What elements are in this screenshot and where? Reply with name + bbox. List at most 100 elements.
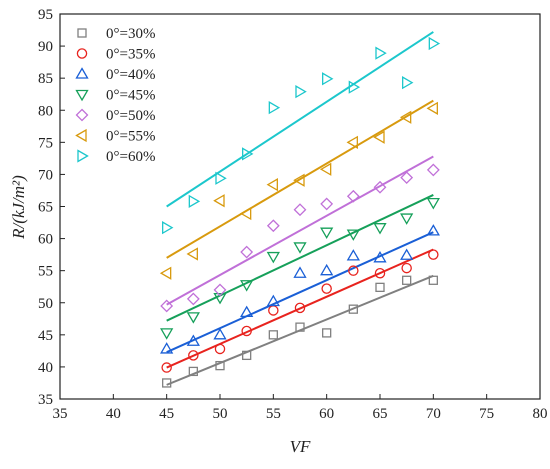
- fit-line: [166, 155, 434, 306]
- data-point: [160, 342, 174, 354]
- data-point: [161, 362, 172, 373]
- legend-marker: [75, 128, 87, 143]
- x-tick-label: 75: [479, 406, 494, 422]
- data-point: [373, 180, 387, 194]
- y-tick-label: 90: [38, 39, 53, 55]
- y-tick-label: 70: [38, 167, 53, 183]
- data-point: [400, 213, 414, 225]
- data-point: [215, 360, 225, 371]
- legend-label: 0°=40%: [106, 67, 155, 83]
- data-point: [320, 197, 334, 211]
- data-point: [348, 265, 359, 276]
- data-point: [428, 275, 438, 285]
- data-point: [239, 206, 252, 221]
- x-tick-label: 80: [533, 406, 548, 422]
- legend-label: 0°=35%: [106, 47, 155, 63]
- data-point: [188, 194, 201, 208]
- data-point: [322, 328, 332, 338]
- data-point: [162, 221, 174, 235]
- fit-line: [166, 194, 434, 322]
- data-point: [322, 72, 334, 86]
- y-tick-label: 75: [38, 135, 53, 151]
- y-tick-label: 50: [38, 296, 53, 312]
- y-tick-label: 35: [38, 392, 53, 408]
- data-point: [293, 242, 307, 254]
- x-axis-title: VF: [290, 437, 311, 456]
- legend: 0°=30% 0°=35% 0°=40% 0°=45% 0°=50% 0°=55% 0°=6…: [75, 26, 155, 165]
- data-point: [240, 305, 254, 318]
- data-point: [373, 130, 385, 144]
- data-point: [293, 266, 307, 278]
- data-point: [375, 46, 387, 60]
- data-point: [399, 110, 412, 124]
- legend-label: 0°=30%: [106, 26, 155, 42]
- x-tick-label: 60: [319, 406, 334, 422]
- fit-lines: [166, 31, 434, 386]
- data-point: [186, 334, 200, 346]
- data-point: [160, 299, 174, 313]
- data-point: [266, 294, 280, 307]
- data-point: [240, 245, 254, 259]
- x-tick-label: 45: [159, 406, 174, 422]
- data-point: [428, 249, 439, 260]
- y-axis-title: R/(kJ/m²): [9, 175, 28, 240]
- data-point: [213, 328, 227, 340]
- data-point: [266, 251, 280, 264]
- data-point: [266, 178, 278, 192]
- data-point: [320, 263, 334, 276]
- data-point: [319, 162, 332, 176]
- data-point: [374, 267, 386, 279]
- data-point: [402, 275, 412, 285]
- x-tick-label: 55: [266, 406, 281, 422]
- data-point: [268, 330, 278, 340]
- y-tick-label: 95: [38, 7, 53, 23]
- data-point: [159, 266, 172, 280]
- data-point: [213, 283, 227, 297]
- data-point: [242, 147, 254, 161]
- data-point: [162, 378, 172, 388]
- data-point: [214, 343, 226, 355]
- x-tick-label: 50: [213, 406, 228, 422]
- data-point: [346, 189, 360, 203]
- data-point: [215, 171, 227, 185]
- fit-line: [166, 274, 434, 386]
- data-point: [160, 328, 174, 340]
- data-point: [268, 305, 279, 316]
- data-point: [426, 101, 438, 115]
- data-point: [241, 325, 252, 337]
- data-point: [348, 304, 358, 314]
- data-point: [242, 350, 252, 361]
- data-point: [186, 247, 198, 261]
- data-point: [348, 80, 361, 94]
- data-point: [295, 322, 305, 332]
- data-point: [401, 262, 412, 274]
- data-point: [266, 219, 280, 233]
- data-point: [186, 292, 200, 306]
- legend-label: 0°=50%: [106, 108, 155, 124]
- legend-label: 0°=55%: [106, 129, 155, 145]
- data-point: [213, 194, 225, 208]
- legend-marker: [77, 149, 89, 163]
- x-tick-label: 35: [53, 406, 68, 422]
- y-tick-label: 45: [38, 328, 53, 344]
- data-point: [240, 280, 254, 292]
- data-point: [373, 223, 387, 235]
- data-point: [188, 366, 198, 377]
- fit-line: [166, 31, 434, 208]
- legend-marker: [75, 89, 89, 102]
- y-tick-label: 40: [38, 360, 53, 376]
- y-tick-label: 55: [38, 264, 53, 280]
- x-tick-label: 65: [373, 406, 388, 422]
- data-point: [346, 249, 360, 261]
- fit-line: [166, 231, 434, 354]
- fit-line: [166, 248, 434, 369]
- data-point: [293, 203, 307, 217]
- data-point: [346, 229, 360, 241]
- x-tick-label: 40: [106, 406, 121, 422]
- data-point: [294, 302, 306, 314]
- data-point: [321, 283, 332, 294]
- y-tick-label: 80: [38, 103, 53, 119]
- data-points: [159, 36, 441, 388]
